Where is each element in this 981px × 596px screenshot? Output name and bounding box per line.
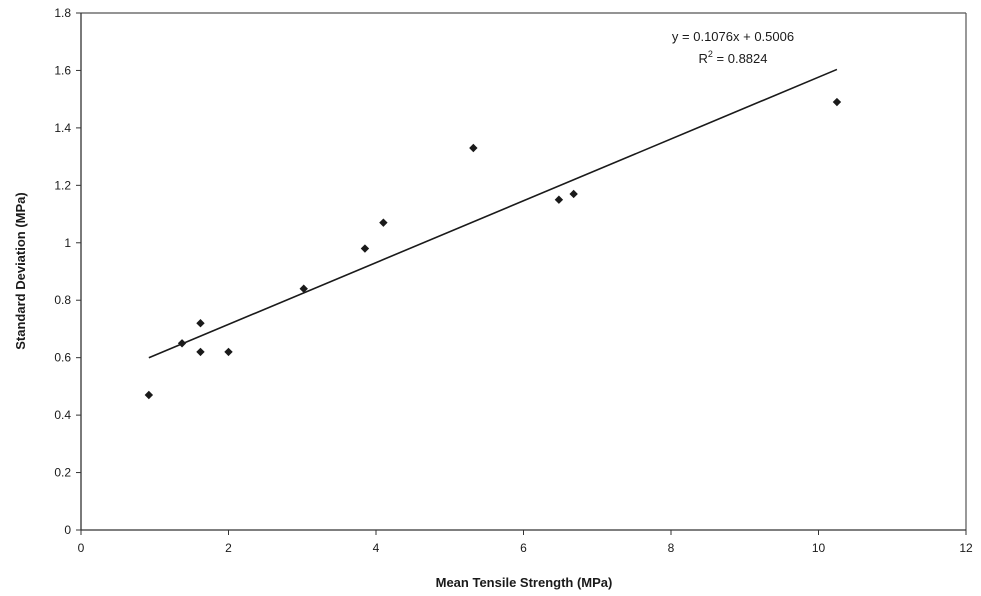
y-tick-label: 0.8	[54, 293, 71, 307]
x-tick-label: 6	[520, 541, 527, 555]
data-point	[469, 143, 478, 153]
y-tick-label: 0.6	[54, 351, 71, 365]
plot-frame	[81, 12, 967, 530]
y-tick-label: 1	[64, 236, 71, 250]
trendline	[148, 68, 838, 359]
y-tick-label: 0.4	[54, 408, 71, 422]
data-point	[224, 347, 233, 357]
x-tick-label: 2	[225, 541, 232, 555]
data-point	[196, 347, 205, 357]
data-point	[196, 319, 205, 328]
x-tick-label: 10	[812, 541, 826, 555]
y-tick-label: 1.2	[54, 178, 71, 192]
r-squared-label: R2 = 0.8824	[699, 49, 768, 66]
data-point	[569, 189, 578, 199]
x-axis-ticks: 0 2 4 6 8 10 12	[78, 530, 973, 555]
y-tick-label: 0	[64, 523, 71, 537]
y-axis-label: Standard Deviation (MPa)	[13, 192, 28, 349]
data-points	[144, 97, 842, 400]
data-point	[832, 97, 842, 107]
y-axis-ticks: 0 0.2 0.4 0.6 0.8 1 1.2 1.4 1.6 1.8	[54, 6, 81, 537]
data-point	[299, 284, 308, 293]
r-squared-prefix: R	[699, 51, 708, 66]
y-tick-label: 1.4	[54, 121, 71, 135]
x-tick-label: 8	[668, 541, 675, 555]
trendline-group	[148, 68, 838, 359]
data-point	[144, 390, 154, 400]
trendline-equation: y = 0.1076x + 0.5006	[672, 29, 794, 44]
y-tick-label: 0.2	[54, 466, 71, 480]
r-squared-exponent: 2	[708, 49, 713, 59]
x-tick-label: 12	[959, 541, 973, 555]
y-tick-label: 1.8	[54, 6, 71, 20]
x-tick-label: 4	[373, 541, 380, 555]
r-squared-value: = 0.8824	[713, 51, 768, 66]
data-point	[360, 244, 370, 253]
data-point	[177, 339, 187, 348]
y-tick-label: 1.6	[54, 63, 71, 77]
x-tick-label: 0	[78, 541, 85, 555]
x-axis-label: Mean Tensile Strength (MPa)	[436, 575, 613, 590]
data-point	[554, 195, 564, 204]
data-point	[379, 218, 388, 227]
